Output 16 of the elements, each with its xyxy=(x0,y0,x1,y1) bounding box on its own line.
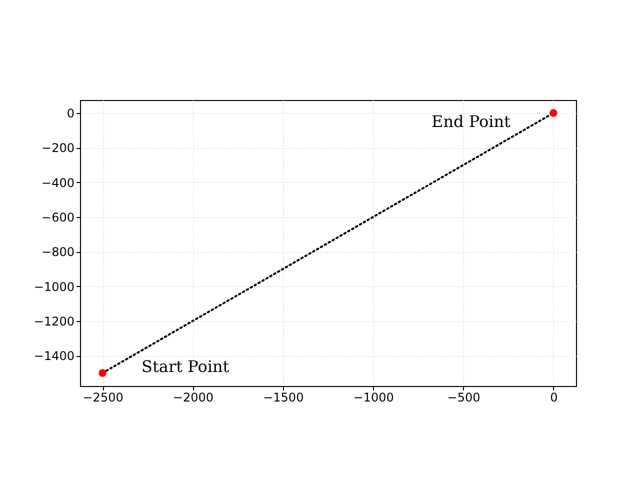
y-tick-label: −200 xyxy=(42,141,74,156)
x-tick-label: −1000 xyxy=(353,390,394,404)
y-tick-label: −1000 xyxy=(34,280,74,294)
annotation: End Point xyxy=(432,112,512,131)
y-tick-label: −400 xyxy=(42,176,74,190)
x-tick-label: −1500 xyxy=(263,390,304,404)
y-tick-label: 0 xyxy=(66,106,74,120)
y-tick-label: −1400 xyxy=(34,349,74,364)
x-tick-label: 0 xyxy=(550,390,558,404)
y-tick-label: −800 xyxy=(42,245,74,260)
y-tick-label: −600 xyxy=(42,210,74,224)
annotation: Start Point xyxy=(142,357,230,376)
x-tick-label: −500 xyxy=(447,390,480,404)
x-tick-label: −2000 xyxy=(172,390,214,404)
y-tick-label: −1200 xyxy=(34,314,74,328)
x-tick-label: −2500 xyxy=(82,390,124,404)
